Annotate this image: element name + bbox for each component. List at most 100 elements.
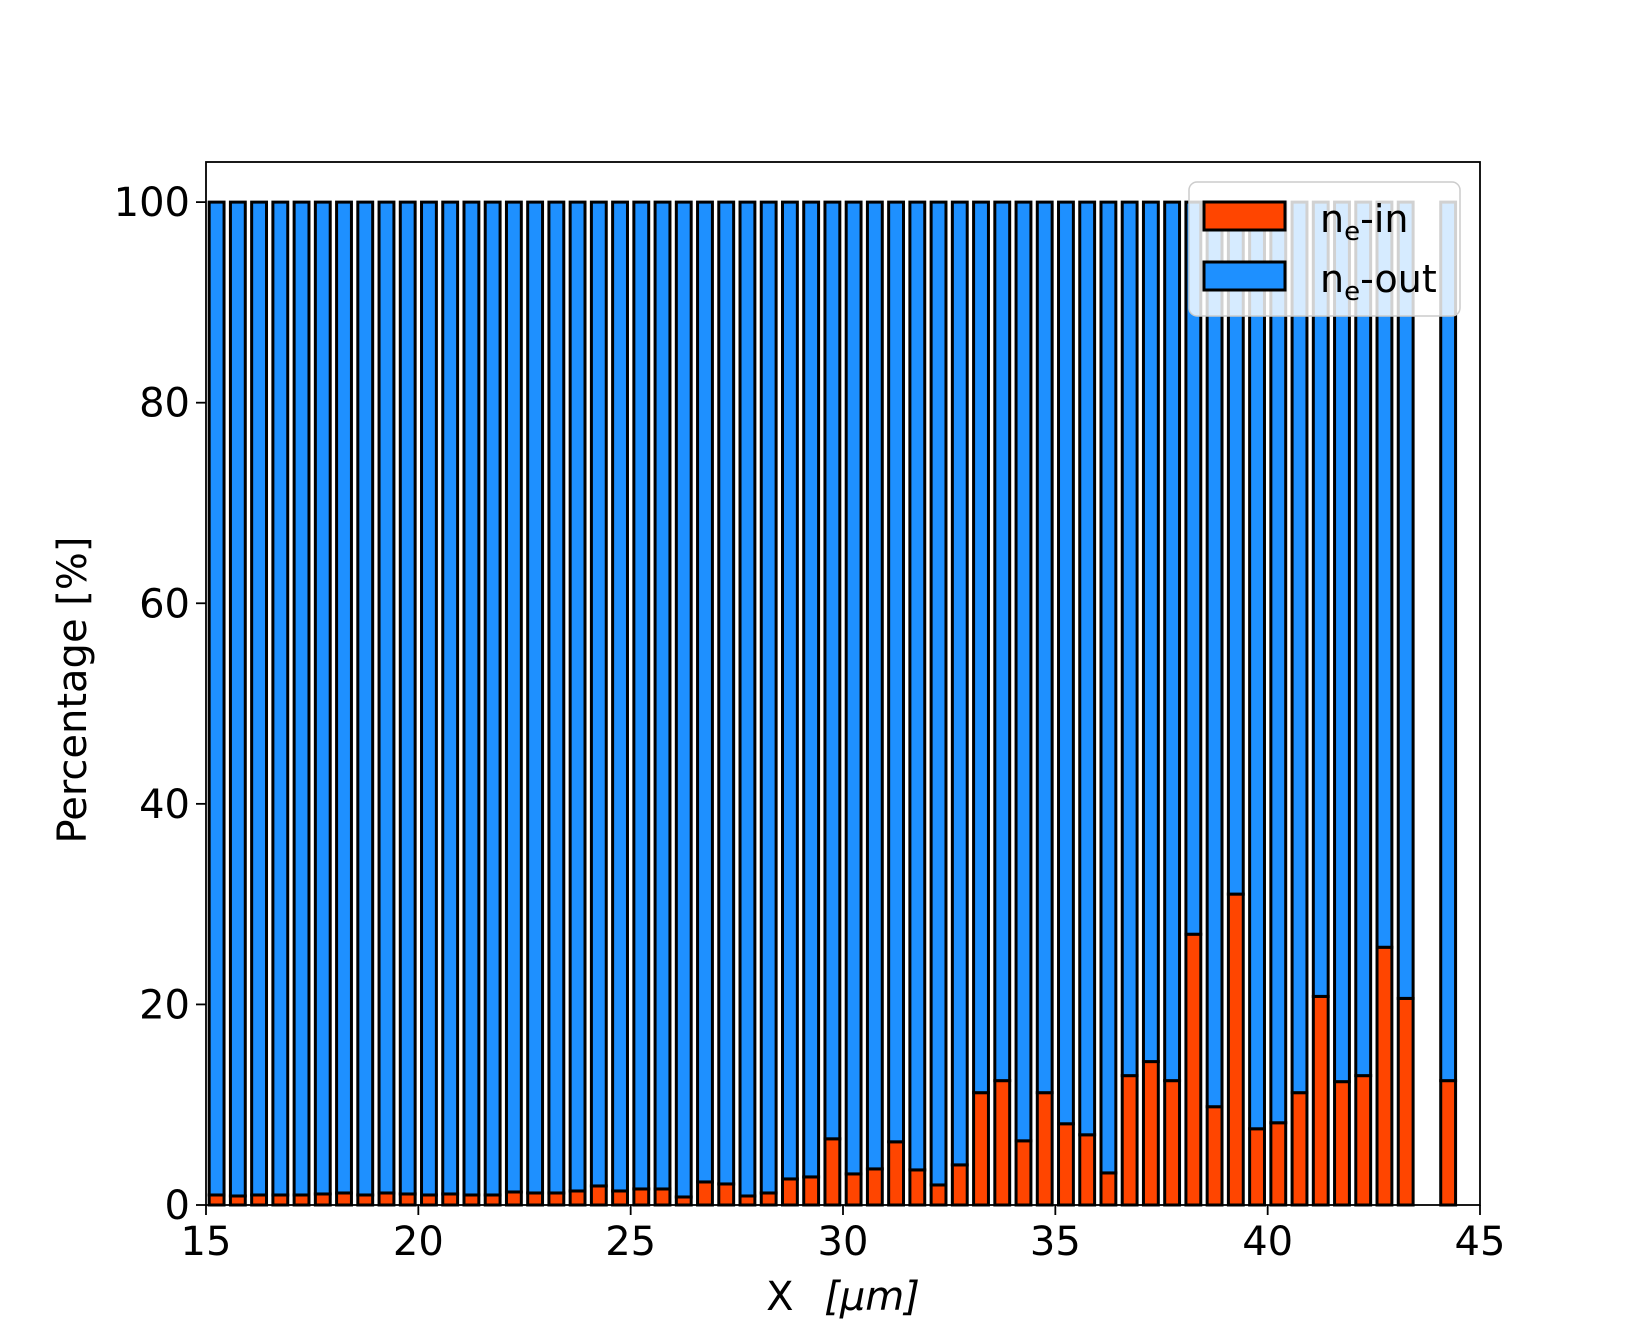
bar-out [1333, 200, 1351, 1084]
bar-in [207, 1193, 226, 1207]
x-tick-label: 20 [393, 1219, 444, 1265]
bar-out [292, 200, 311, 1197]
bar-out [547, 200, 566, 1195]
bar-in [696, 1180, 714, 1207]
bar-out [356, 200, 375, 1197]
bar-in [632, 1187, 651, 1207]
bar-in [1311, 994, 1330, 1207]
bar-out [611, 200, 629, 1193]
bar-in [1099, 1171, 1118, 1207]
bar-out [398, 200, 417, 1196]
bar-in [1078, 1133, 1097, 1207]
bar-out [1290, 200, 1309, 1095]
bar-out [696, 200, 714, 1184]
bar-out [993, 200, 1012, 1083]
bar-in [611, 1189, 629, 1207]
y-tick-label: 60 [139, 581, 190, 627]
bar-in [1269, 1121, 1288, 1207]
bar-in [504, 1190, 523, 1207]
x-tick-label: 45 [1455, 1219, 1506, 1265]
bar-out [653, 200, 672, 1191]
bar-in [653, 1187, 672, 1207]
bar-out [950, 200, 969, 1167]
bar-out [1014, 200, 1033, 1143]
bar-out [1035, 200, 1054, 1095]
bar-in [908, 1168, 927, 1207]
y-axis-label: Percentage [%] [50, 537, 96, 844]
x-axis-label-main: X [766, 1274, 793, 1320]
bar-out [207, 200, 226, 1197]
bar-in [1375, 945, 1394, 1207]
bar-out [504, 200, 523, 1194]
y-tick-label: 0 [165, 1183, 190, 1229]
bar-in [717, 1182, 736, 1207]
bar-in [929, 1183, 948, 1207]
bar-in [547, 1191, 566, 1207]
bar-out [441, 200, 460, 1196]
bar-in [568, 1189, 587, 1207]
bar-out [1439, 200, 1458, 1083]
bar-in [1120, 1074, 1139, 1207]
bar-in [993, 1079, 1012, 1207]
x-tick-label: 15 [181, 1219, 232, 1265]
legend-label-out: ne-out [1320, 257, 1437, 307]
bar-out [250, 200, 269, 1197]
x-tick-label: 40 [1242, 1219, 1293, 1265]
bar-in [1057, 1122, 1075, 1207]
bar-in [271, 1193, 290, 1207]
legend-swatch-out [1202, 260, 1287, 292]
bar-out [780, 200, 799, 1181]
bar-out [632, 200, 651, 1191]
bar-in [972, 1091, 990, 1207]
bar-out [717, 200, 736, 1186]
bar-in [1226, 892, 1245, 1207]
bar-in [1290, 1091, 1309, 1207]
bar-out [738, 200, 757, 1198]
bar-in [589, 1184, 608, 1207]
bar-out [1354, 200, 1373, 1078]
bar-out [1311, 200, 1330, 998]
bar-out [462, 200, 481, 1197]
y-tick-label: 80 [139, 381, 190, 427]
bar-out [568, 200, 587, 1193]
bar-out [483, 200, 502, 1197]
bar-out [887, 200, 906, 1144]
bar-in [1439, 1079, 1458, 1207]
x-axis-label-unit: [μm] [824, 1274, 920, 1320]
bar-in [887, 1140, 906, 1207]
bar-out [1099, 200, 1118, 1175]
series-out-bars [207, 200, 1458, 1199]
bar-out [228, 200, 247, 1198]
bar-in [420, 1193, 438, 1207]
x-tick-label: 30 [818, 1219, 869, 1265]
bar-out [802, 200, 821, 1179]
bar-in [823, 1137, 842, 1207]
bar-out [1205, 200, 1224, 1109]
bar-in [483, 1193, 502, 1207]
bar-out [844, 200, 863, 1176]
legend-swatch-in [1202, 200, 1287, 232]
plot-frame [205, 161, 1481, 1206]
bar-out [908, 200, 927, 1172]
bar-out [1141, 200, 1160, 1064]
bar-in [950, 1163, 969, 1207]
bar-out [759, 200, 778, 1195]
x-axis: 15 20 25 30 35 40 45 [181, 1205, 1506, 1265]
legend-label-in: ne-in [1320, 197, 1408, 247]
bar-out [313, 200, 332, 1196]
bar-out [823, 200, 842, 1141]
bar-out [1120, 200, 1139, 1078]
y-tick-label: 100 [114, 180, 190, 226]
bar-in [1014, 1139, 1033, 1207]
bar-out [420, 200, 438, 1197]
bar-out [1269, 200, 1288, 1125]
x-axis-label: X [μm] [766, 1274, 920, 1320]
bar-in [250, 1193, 269, 1207]
bar-in [526, 1191, 545, 1207]
bar-in [1141, 1060, 1160, 1207]
bar-in [356, 1193, 375, 1207]
bar-out [1057, 200, 1075, 1126]
bar-in [865, 1167, 884, 1207]
